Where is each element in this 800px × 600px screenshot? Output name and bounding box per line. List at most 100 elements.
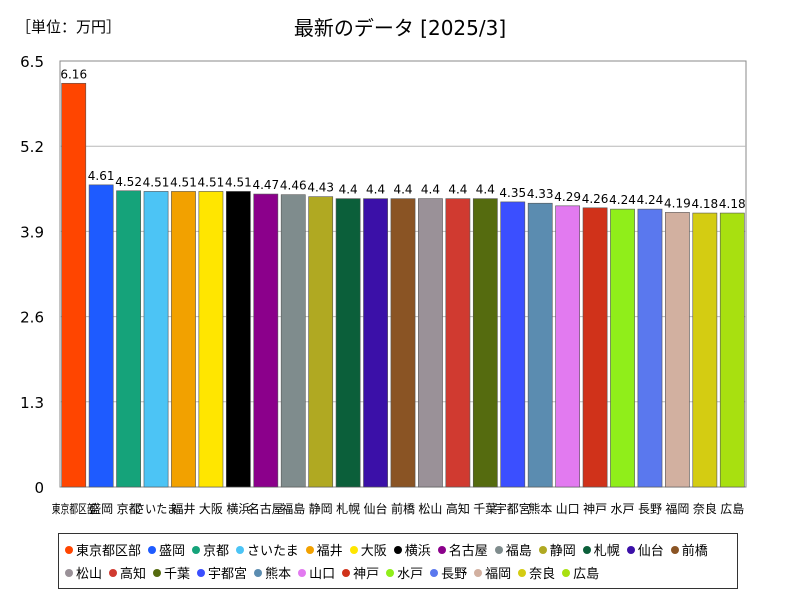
x-tick-label: 静岡: [309, 502, 333, 516]
legend-swatch: [192, 545, 201, 554]
legend-swatch: [538, 545, 547, 554]
legend-item: さいたま: [236, 538, 299, 561]
bar-value-label: 4.35: [499, 186, 526, 200]
bar: [116, 190, 141, 488]
legend-label: 福島: [505, 544, 532, 559]
legend-item: 仙台: [626, 538, 664, 561]
x-tick-label: 長野: [638, 502, 662, 516]
legend-label: 福井: [316, 544, 343, 559]
bar: [555, 205, 581, 488]
bar-value-label: 4.24: [609, 193, 636, 207]
bar: [637, 208, 663, 488]
x-tick-label: 神戸: [583, 502, 607, 516]
legend-swatch: [430, 568, 439, 577]
x-tick-label: 奈良: [693, 501, 717, 516]
y-tick-label: 1.3: [20, 394, 44, 412]
legend-item: 山口: [298, 561, 335, 584]
x-tick-label: 宇都宮: [495, 501, 531, 516]
legend-label: 仙台: [637, 544, 664, 559]
legend-item: 高知: [109, 561, 146, 584]
legend-item: 宇都宮: [197, 561, 247, 584]
y-tick-label: 0: [34, 479, 44, 497]
bar: [198, 191, 224, 488]
legend-swatch: [386, 568, 395, 577]
x-tick-label: 千葉: [473, 502, 497, 516]
legend-swatch: [109, 568, 118, 577]
bar-value-label: 6.16: [60, 67, 87, 81]
legend-item: 熊本: [254, 561, 291, 584]
legend-label: 千葉: [164, 567, 191, 582]
bar: [88, 184, 114, 488]
legend-swatch: [197, 568, 206, 577]
bar: [610, 208, 635, 488]
bar-value-label: 4.4: [339, 183, 358, 197]
x-tick-label: 福岡: [665, 501, 689, 516]
legend-label: 東京都区部: [76, 544, 142, 559]
legend-item: 大阪: [349, 538, 387, 561]
legend-swatch: [494, 545, 503, 554]
legend-item: 京都: [192, 538, 229, 561]
legend-label: 大阪: [360, 544, 387, 559]
legend-swatch: [65, 568, 73, 577]
bar: [308, 196, 334, 488]
legend-item: 札幌: [582, 538, 620, 561]
legend-label: 宇都宮: [208, 567, 248, 582]
legend-swatch: [254, 568, 263, 577]
x-tick-label: 盛岡: [89, 501, 113, 516]
legend-swatch: [305, 545, 314, 554]
legend-swatch: [236, 545, 245, 554]
chart-legend: 東京都区部 盛岡 京都 さいたま 福井 大阪 横浜 名古屋 福島 静岡 札幌 仙台 前橋 松山 高知 千葉 宇都…: [58, 533, 738, 589]
legend-label: 水戸: [397, 567, 424, 582]
legend-label: 広島: [573, 567, 600, 582]
legend-label: 山口: [309, 567, 336, 582]
legend-swatch: [342, 568, 351, 577]
bar: [253, 193, 279, 488]
bar-value-label: 4.46: [280, 179, 307, 193]
bar: [692, 212, 718, 488]
bar-value-label: 4.4: [393, 183, 412, 197]
legend-item: 横浜: [393, 538, 431, 561]
bar-value-label: 4.18: [691, 197, 718, 211]
bar: [719, 212, 745, 488]
x-tick-label: 広島: [720, 501, 744, 516]
x-tick-label: 大阪: [199, 502, 223, 516]
legend-label: 横浜: [404, 544, 431, 559]
unit-label: ［単位：万円］: [16, 18, 122, 36]
legend-swatch: [670, 545, 679, 554]
legend-label: 神戸: [353, 567, 380, 582]
bar-value-label: 4.43: [307, 181, 334, 195]
bar-value-label: 4.51: [170, 175, 197, 189]
bar: [390, 198, 416, 488]
legend-swatch: [518, 568, 527, 577]
legend-swatch: [148, 545, 157, 554]
legend-item: 名古屋: [437, 538, 488, 561]
y-tick-label: 2.6: [20, 309, 44, 327]
x-tick-label: 高知: [446, 501, 470, 516]
legend-label: 熊本: [265, 567, 292, 582]
bar-value-label: 4.4: [476, 183, 495, 197]
bar: [418, 198, 443, 488]
legend-swatch: [65, 545, 73, 554]
x-tick-label: 水戸: [611, 502, 635, 516]
bar-value-label: 4.51: [143, 175, 170, 189]
bar: [582, 207, 608, 488]
bar-value-label: 4.33: [527, 187, 554, 201]
legend-item: 松山: [65, 561, 102, 584]
legend-swatch: [562, 568, 571, 577]
legend-item: 広島: [562, 561, 599, 584]
legend-label: 札幌: [593, 544, 620, 559]
x-tick-label: 前橋: [391, 501, 415, 516]
legend-label: さいたま: [247, 544, 299, 559]
x-tick-label: さいたま: [134, 502, 178, 516]
chart-title: 最新のデータ [2025/3]: [293, 16, 507, 40]
bar-value-label: 4.51: [225, 175, 252, 189]
legend-item: 盛岡: [148, 538, 185, 561]
bar: [143, 191, 169, 488]
x-tick-label: 札幌: [336, 501, 360, 516]
bar: [445, 198, 471, 488]
bar: [527, 202, 553, 488]
y-tick-label: 3.9: [20, 223, 44, 241]
x-tick-label: 山口: [556, 502, 580, 516]
legend-item: 静岡: [538, 538, 576, 561]
legend-label: 長野: [441, 567, 468, 582]
